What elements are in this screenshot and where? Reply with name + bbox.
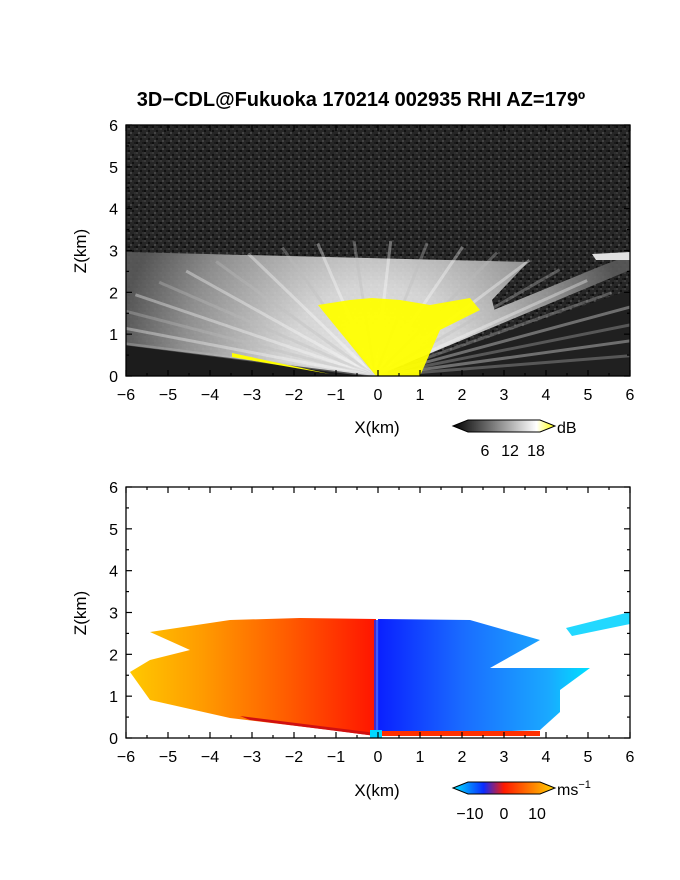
snr-x-tick-label: 4	[542, 387, 551, 404]
snr-ray	[126, 309, 376, 376]
snr-axes: −6 −5 −4 −3 −2 −1 0 1 2 3 4 5 6 0 1 2 3 4 5 6	[109, 118, 634, 404]
snr-top-right-strip	[592, 252, 630, 260]
velocity-inbound-region	[378, 619, 590, 736]
snr-x-tick-label: 3	[500, 387, 509, 404]
snr-y-tick-label: 1	[109, 327, 118, 344]
snr-y-tick-label: 4	[109, 202, 118, 219]
velocity-x-tick-label: 5	[584, 749, 593, 766]
velocity-y-tick-label: 3	[109, 606, 118, 623]
velocity-axes: −6 −5 −4 −3 −2 −1 0 1 2 3 4 5 6 0 1 2 3 4 5 6	[109, 480, 634, 766]
snr-x-tick-label: −4	[201, 387, 219, 404]
velocity-x-tick-label: −3	[243, 749, 261, 766]
snr-x-tick-label: −5	[159, 387, 177, 404]
snr-colorbar-tick: 12	[501, 443, 519, 460]
snr-y-tick-label: 5	[109, 160, 118, 177]
snr-x-tick-label: −6	[117, 387, 135, 404]
snr-colorbar-tick: 18	[527, 443, 545, 460]
velocity-x-tick-label: −5	[159, 749, 177, 766]
velocity-x-tick-label: −1	[327, 749, 345, 766]
velocity-x-tick-label: −4	[201, 749, 219, 766]
velocity-x-tick-label: 2	[458, 749, 467, 766]
velocity-x-tick-label: 1	[416, 749, 425, 766]
velocity-colorbar-unit: ms−1	[557, 779, 591, 799]
snr-x-tick-label: −1	[327, 387, 345, 404]
snr-dark-wedge-left	[126, 345, 376, 376]
velocity-zero-line	[374, 620, 379, 735]
snr-x-tick-label: −3	[243, 387, 261, 404]
velocity-y-tick-label: 0	[109, 731, 118, 748]
snr-colorbar-tick: 6	[481, 443, 490, 460]
velocity-y-tick-label: 2	[109, 647, 118, 664]
velocity-inbound-far-strip	[566, 612, 630, 636]
velocity-y-tick-label: 4	[109, 564, 118, 581]
snr-ray	[215, 260, 376, 376]
snr-y-tick-label: 6	[109, 118, 118, 135]
snr-x-tick-label: −2	[285, 387, 303, 404]
snr-ray	[126, 342, 376, 376]
snr-ray	[126, 326, 376, 376]
snr-x-tick-label: 0	[374, 387, 383, 404]
snr-ray	[247, 252, 377, 376]
snr-x-tick-label: 5	[584, 387, 593, 404]
velocity-x-tick-label: −2	[285, 749, 303, 766]
snr-colorbar: dB 6 12 18	[451, 419, 577, 460]
velocity-colorbar: ms−1 −10 0 10	[451, 779, 591, 823]
snr-x-tick-label: 1	[416, 387, 425, 404]
snr-xlabel: X(km)	[354, 418, 399, 437]
velocity-origin-marker	[370, 730, 382, 738]
velocity-y-tick-label: 6	[109, 480, 118, 497]
velocity-colorbar-unit-sup: −1	[578, 779, 591, 791]
velocity-x-tick-label: 6	[626, 749, 635, 766]
velocity-y-tick-label: 5	[109, 522, 118, 539]
velocity-x-tick-label: 0	[374, 749, 383, 766]
velocity-x-tick-label: 4	[542, 749, 551, 766]
snr-ray	[374, 354, 630, 376]
velocity-colorbar-tick: 10	[528, 806, 546, 823]
velocity-x-tick-label: −6	[117, 749, 135, 766]
snr-ray	[158, 280, 376, 376]
velocity-x-tick-label: 3	[500, 749, 509, 766]
velocity-near-surface-strip-right	[380, 731, 540, 736]
velocity-near-surface-strip	[240, 716, 376, 736]
velocity-colorbar-tick: 0	[500, 806, 509, 823]
snr-colorbar-unit: dB	[557, 420, 577, 437]
chart-title: 3D−CDL@Fukuoka 170214 002935 RHI AZ=179º	[137, 89, 586, 111]
snr-surface-strip	[232, 353, 330, 374]
snr-y-tick-label: 0	[109, 369, 118, 386]
snr-ray	[134, 293, 376, 376]
snr-high-core	[318, 298, 480, 376]
velocity-y-tick-label: 1	[109, 689, 118, 706]
snr-dark-wedge-right	[376, 290, 630, 376]
snr-x-tick-label: 2	[458, 387, 467, 404]
snr-y-tick-label: 2	[109, 285, 118, 302]
velocity-colorbar-tick: −10	[456, 806, 483, 823]
velocity-ylabel: Z(km)	[71, 591, 90, 635]
velocity-colorbar-unit-base: ms	[557, 782, 578, 799]
snr-ray	[185, 269, 376, 376]
velocity-outbound-region	[130, 618, 376, 736]
velocity-xlabel: X(km)	[354, 781, 399, 800]
snr-x-tick-label: 6	[626, 387, 635, 404]
snr-ylabel: Z(km)	[71, 229, 90, 273]
snr-y-tick-label: 3	[109, 244, 118, 261]
